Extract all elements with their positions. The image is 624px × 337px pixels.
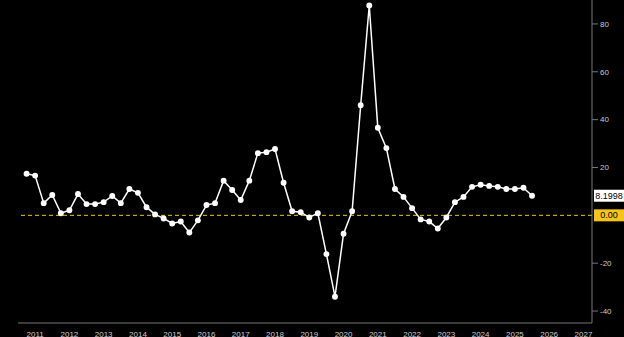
svg-text:60: 60: [600, 68, 609, 77]
svg-text:8.1998: 8.1998: [595, 191, 616, 201]
svg-text:2015: 2015: [163, 330, 181, 337]
svg-text:-40: -40: [600, 307, 612, 316]
svg-text:2027: 2027: [575, 330, 593, 337]
svg-text:2025: 2025: [506, 330, 524, 337]
svg-text:-20: -20: [600, 259, 612, 268]
svg-text:2016: 2016: [198, 330, 216, 337]
svg-text:2013: 2013: [95, 330, 113, 337]
svg-text:2011: 2011: [27, 330, 45, 337]
svg-text:2026: 2026: [540, 330, 558, 337]
svg-text:2023: 2023: [437, 330, 455, 337]
svg-text:2022: 2022: [403, 330, 421, 337]
svg-text:2012: 2012: [61, 330, 79, 337]
svg-text:20: 20: [600, 163, 609, 172]
svg-text:80: 80: [600, 20, 609, 29]
svg-text:2014: 2014: [129, 330, 147, 337]
svg-text:2018: 2018: [266, 330, 284, 337]
svg-text:2017: 2017: [232, 330, 250, 337]
svg-text:0.00: 0.00: [600, 210, 616, 220]
svg-text:2019: 2019: [300, 330, 318, 337]
svg-text:2020: 2020: [335, 330, 353, 337]
svg-text:2024: 2024: [472, 330, 490, 337]
svg-text:40: 40: [600, 115, 609, 124]
svg-text:2021: 2021: [369, 330, 387, 337]
